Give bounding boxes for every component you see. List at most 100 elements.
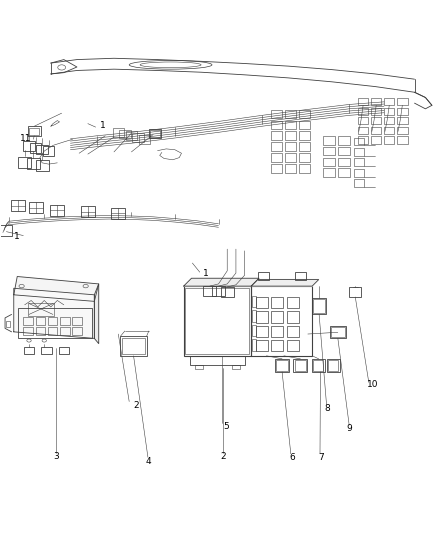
Bar (358, 136, 368, 144)
Bar (35, 327, 45, 335)
Bar (298, 142, 310, 151)
Bar (323, 158, 335, 166)
Bar (338, 136, 350, 144)
Bar (384, 117, 395, 125)
Text: 2: 2 (133, 400, 139, 409)
Text: 10: 10 (368, 381, 379, 390)
Bar (358, 127, 368, 134)
Text: 2: 2 (220, 453, 225, 462)
Bar (36, 144, 48, 154)
Text: 1: 1 (203, 269, 208, 278)
Text: 9: 9 (346, 424, 352, 433)
Bar (72, 327, 82, 335)
Bar (251, 286, 312, 356)
Bar (285, 154, 296, 162)
Bar (323, 168, 335, 177)
Bar (0, 225, 12, 236)
Bar (72, 318, 82, 325)
Bar (354, 138, 364, 146)
Bar (271, 132, 282, 140)
Bar (253, 311, 256, 322)
Bar (313, 360, 323, 370)
Bar (287, 340, 299, 351)
Bar (190, 356, 245, 366)
Bar (271, 340, 284, 351)
Bar (271, 142, 282, 151)
Bar (287, 297, 299, 308)
Bar (18, 157, 31, 167)
Bar (35, 318, 45, 325)
Bar (121, 336, 147, 356)
Bar (338, 168, 350, 177)
Bar (323, 147, 335, 156)
Bar (384, 98, 395, 106)
Bar (203, 286, 216, 296)
Bar (397, 136, 408, 144)
Bar (285, 120, 296, 130)
Bar (212, 286, 225, 296)
Bar (298, 110, 310, 118)
Bar (384, 136, 395, 144)
Bar (6, 321, 10, 327)
Bar (354, 148, 364, 156)
Bar (23, 141, 35, 151)
Bar (28, 126, 41, 136)
Bar (221, 287, 234, 296)
Bar (312, 359, 325, 372)
Bar (397, 108, 408, 115)
Text: 4: 4 (145, 457, 151, 466)
Bar (358, 98, 368, 106)
Bar (354, 158, 364, 166)
Bar (81, 206, 95, 217)
Bar (256, 340, 268, 351)
Bar (285, 132, 296, 140)
Bar (371, 98, 382, 106)
Bar (30, 143, 41, 153)
Polygon shape (94, 284, 99, 344)
Bar (287, 311, 299, 322)
Bar (60, 318, 69, 325)
Bar (27, 158, 40, 169)
Text: 1: 1 (100, 122, 106, 130)
Bar (349, 287, 361, 297)
Bar (313, 299, 325, 313)
Bar (35, 160, 49, 171)
Bar (371, 127, 382, 134)
Bar (232, 365, 240, 369)
Bar (48, 327, 57, 335)
Text: 5: 5 (223, 422, 229, 431)
Bar (287, 326, 299, 337)
Text: 3: 3 (54, 453, 59, 462)
Bar (384, 108, 395, 115)
Bar (271, 297, 284, 308)
Bar (277, 360, 288, 370)
Bar (184, 286, 251, 356)
Bar (18, 308, 92, 338)
Bar (258, 272, 269, 280)
Bar (371, 108, 382, 115)
Bar (371, 117, 382, 125)
Bar (253, 339, 256, 351)
Bar (295, 272, 305, 280)
Bar (23, 327, 33, 335)
Bar (271, 110, 282, 118)
Bar (126, 132, 137, 140)
Bar (41, 346, 52, 354)
Bar (113, 128, 124, 136)
Bar (48, 318, 57, 325)
Text: 11: 11 (20, 134, 32, 143)
Bar (328, 360, 338, 370)
Bar (358, 108, 368, 115)
Bar (298, 120, 310, 130)
Bar (28, 203, 42, 213)
Bar (285, 142, 296, 151)
Bar (371, 136, 382, 144)
Bar (293, 359, 307, 372)
Bar (150, 130, 160, 137)
Bar (354, 180, 364, 187)
Bar (139, 135, 150, 144)
Bar (338, 158, 350, 166)
Bar (119, 130, 131, 139)
Bar (253, 325, 256, 336)
Bar (271, 154, 282, 162)
